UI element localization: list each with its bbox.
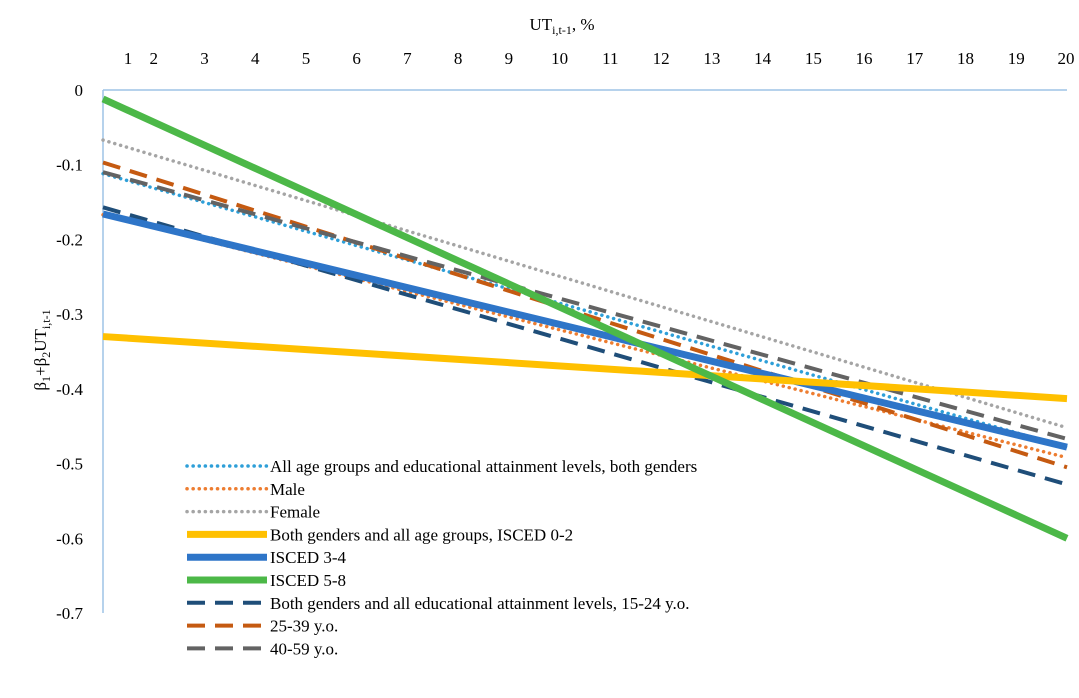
y-tick-label: -0.4 <box>56 380 83 399</box>
x-tick-label: 19 <box>1008 49 1025 68</box>
x-tick-label: 7 <box>403 49 412 68</box>
x-tick-label: 1 <box>124 49 133 68</box>
x-tick-label: 4 <box>251 49 260 68</box>
y-axis-title-s2: 2 <box>39 352 53 358</box>
series-layer <box>101 95 1069 542</box>
y-axis-title-p2: +β <box>31 358 50 376</box>
x-tick-label: 15 <box>805 49 822 68</box>
y-tick-label: -0.3 <box>56 305 83 324</box>
series-line <box>102 333 1068 403</box>
y-tick-label: -0.6 <box>56 529 83 548</box>
x-axis-title-suffix: , % <box>572 15 595 34</box>
x-tick-label: 9 <box>505 49 514 68</box>
y-tick-label: -0.7 <box>56 604 83 623</box>
y-axis-title-s3: i,t-1 <box>39 309 53 329</box>
legend-label: Both genders and all age groups, ISCED 0… <box>270 525 573 544</box>
series-line <box>101 171 1069 449</box>
x-tick-label: 5 <box>302 49 311 68</box>
series-line <box>101 95 1069 542</box>
legend-label: ISCED 3-4 <box>270 548 347 567</box>
series-line <box>102 210 1068 451</box>
y-axis-title-s1: 1 <box>39 376 53 382</box>
y-axis-title-p1: β <box>31 382 50 391</box>
legend-label: All age groups and educational attainmen… <box>270 457 697 476</box>
x-axis-title: UTi,t-1, % <box>529 15 594 37</box>
legend-label: Female <box>270 503 320 522</box>
x-tick-label: 18 <box>957 49 974 68</box>
x-tick-label: 3 <box>200 49 209 68</box>
x-tick-label: 16 <box>856 49 873 68</box>
x-tick-label: 6 <box>352 49 361 68</box>
y-axis-title-p3: UT <box>31 328 50 351</box>
y-tick-label: -0.2 <box>56 230 83 249</box>
legend-label: 40-59 y.o. <box>270 639 338 658</box>
y-tick-label: -0.5 <box>56 455 83 474</box>
y-tick-label: 0 <box>75 81 84 100</box>
legend: All age groups and educational attainmen… <box>185 457 697 658</box>
x-tick-label: 2 <box>149 49 158 68</box>
x-tick-label: 8 <box>454 49 463 68</box>
legend-label: Male <box>270 480 305 499</box>
x-tick-label: 20 <box>1058 49 1075 68</box>
axes: 1 2 3 4 5 6 7 8 9 10 11 12 13 14 15 16 17 18 19 200-0.1-0.2… <box>56 49 1074 623</box>
x-axis-title-sub: i,t-1 <box>552 23 572 37</box>
x-tick-label: 13 <box>703 49 720 68</box>
series-line <box>102 170 1068 441</box>
x-tick-label: 14 <box>754 49 772 68</box>
y-tick-label: -0.1 <box>56 156 83 175</box>
series-line <box>101 138 1069 430</box>
legend-label: Both genders and all educational attainm… <box>270 594 690 613</box>
legend-label: 25-39 y.o. <box>270 617 338 636</box>
legend-label: ISCED 5-8 <box>270 571 346 590</box>
x-axis-title-base: UT <box>529 15 552 34</box>
x-tick-label: 10 <box>551 49 568 68</box>
y-axis-title: β1+β2UTi,t-1 <box>31 309 53 390</box>
x-tick-label: 11 <box>602 49 618 68</box>
x-tick-label: 12 <box>653 49 670 68</box>
x-tick-label: 17 <box>906 49 924 68</box>
